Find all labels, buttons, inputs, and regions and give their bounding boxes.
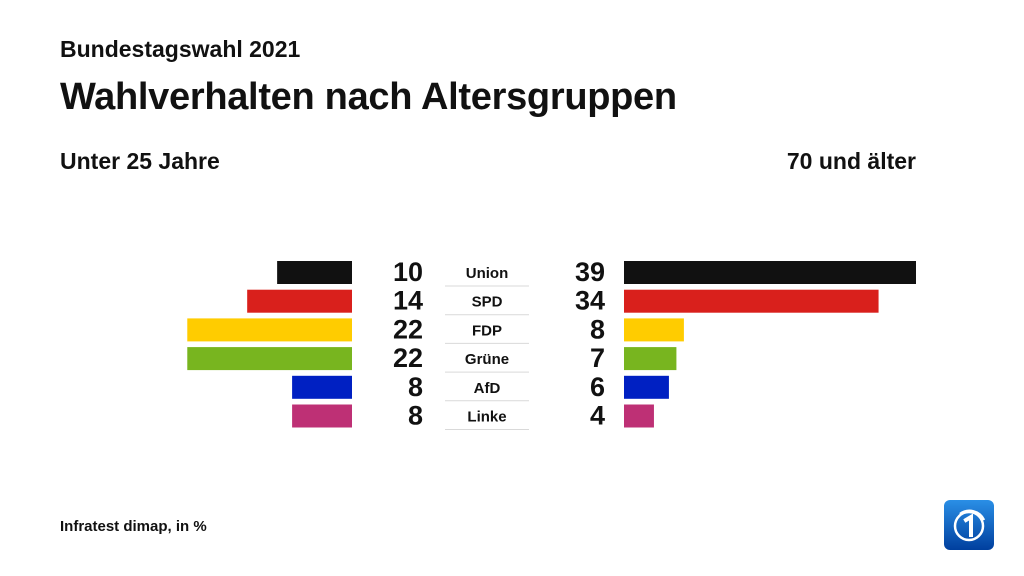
bar-right-afd [624,375,669,399]
category-label-linke: Linke [467,409,506,426]
bar-left-fdp [187,318,352,342]
value-right-linke: 4 [590,401,605,431]
value-right-union: 39 [575,257,605,287]
bar-right-fdp [624,318,684,342]
value-right-gruene: 7 [590,343,605,373]
right-series-label: 70 und älter [786,148,916,174]
bar-left-linke [292,404,352,428]
bar-left-afd [292,375,352,399]
category-label-afd: AfD [474,380,501,397]
bar-right-spd [624,289,879,313]
value-left-linke: 8 [408,401,423,431]
chart-supertitle: Bundestagswahl 2021 [60,36,301,62]
value-left-spd: 14 [393,286,423,316]
bar-right-gruene [624,347,677,371]
bar-left-gruene [187,347,352,371]
value-left-afd: 8 [408,372,423,402]
bar-right-linke [624,404,654,428]
left-series-label: Unter 25 Jahre [60,148,220,174]
ard-one-logo-icon [944,500,994,550]
value-left-fdp: 22 [393,314,423,344]
category-label-spd: SPD [472,294,503,311]
chart-title: Wahlverhalten nach Altersgruppen [60,76,677,118]
bar-right-union [624,261,916,284]
category-label-fdp: FDP [472,322,502,339]
source-note: Infratest dimap, in % [60,518,207,535]
bar-left-union [277,261,352,284]
category-label-gruene: Grüne [465,351,509,368]
value-right-fdp: 8 [590,314,605,344]
value-left-gruene: 22 [393,343,423,373]
value-left-union: 10 [393,257,423,287]
value-right-spd: 34 [575,286,605,316]
bar-left-spd [247,289,352,313]
category-label-union: Union [466,265,509,282]
value-right-afd: 6 [590,372,605,402]
